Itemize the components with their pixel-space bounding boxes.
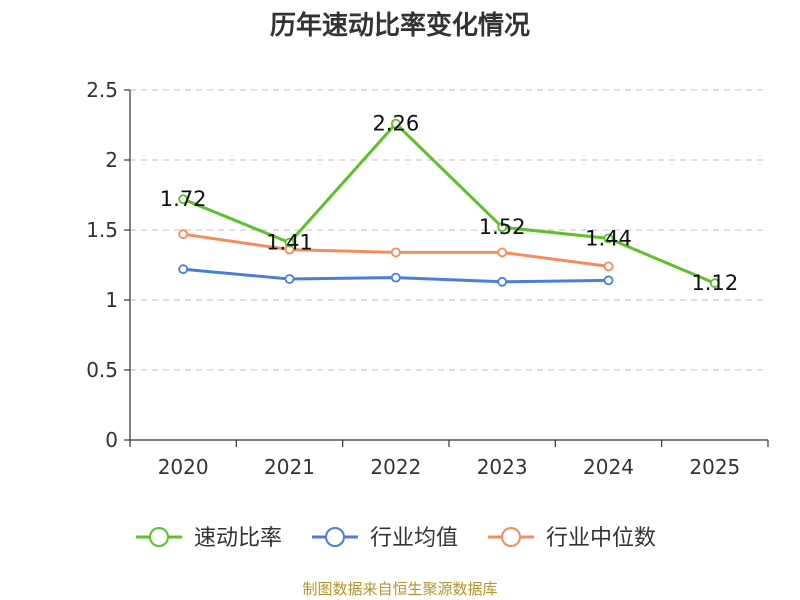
y-tick-label: 2 [105, 148, 118, 172]
data-label: 2.26 [372, 112, 419, 136]
data-point[interactable] [178, 264, 189, 275]
data-point[interactable] [497, 247, 508, 258]
x-tick-label: 2025 [689, 455, 740, 479]
legend-label: 行业中位数 [546, 526, 656, 551]
x-tick-label: 2024 [583, 455, 634, 479]
data-point[interactable] [603, 275, 614, 286]
y-tick-label: 1 [105, 288, 118, 312]
data-label: 1.52 [479, 215, 526, 239]
data-point[interactable] [178, 194, 189, 205]
series-line-0 [181, 122, 717, 285]
legend-marker [325, 527, 345, 547]
legend-item-1[interactable]: 行业均值 [312, 526, 458, 551]
legend[interactable]: 速动比率 行业均值 行业中位数 [136, 526, 656, 551]
chart-title: 历年速动比率变化情况 [270, 10, 530, 41]
x-tick-label: 2020 [158, 455, 209, 479]
x-tick-label: 2023 [477, 455, 528, 479]
data-point[interactable] [603, 261, 614, 272]
data-point[interactable] [390, 118, 401, 129]
legend-item-2[interactable]: 行业中位数 [488, 526, 656, 551]
y-tick-label: 1.5 [86, 218, 118, 242]
y-tick-label: 0.5 [86, 358, 118, 382]
legend-label: 速动比率 [194, 526, 282, 551]
grid-lines [130, 89, 768, 371]
data-point[interactable] [284, 274, 295, 284]
data-point[interactable] [178, 229, 189, 240]
legend-item-0[interactable]: 速动比率 [136, 526, 282, 551]
data-point[interactable] [390, 247, 401, 258]
data-label: 1.72 [160, 187, 207, 211]
data-labels: 1.72 1.41 2.26 1.52 1.44 1.12 [160, 112, 738, 296]
data-point[interactable] [390, 272, 401, 283]
y-tick-label: 2.5 [86, 78, 118, 102]
data-point[interactable] [497, 222, 508, 233]
data-point[interactable] [497, 276, 508, 287]
data-point[interactable] [603, 233, 614, 244]
source-note: 制图数据来自恒生聚源数据库 [302, 580, 497, 598]
legend-marker [149, 527, 169, 547]
x-tick-label: 2022 [370, 455, 421, 479]
x-tick-label: 2021 [264, 455, 315, 479]
legend-label: 行业均值 [370, 526, 458, 551]
data-label: 1.44 [585, 226, 632, 250]
legend-marker [501, 527, 521, 547]
data-label: 1.12 [691, 271, 738, 295]
data-point[interactable] [709, 278, 720, 289]
data-label: 1.41 [266, 231, 313, 255]
y-tick-label: 0 [105, 428, 118, 452]
series-layer [178, 118, 720, 289]
data-point[interactable] [284, 237, 295, 248]
